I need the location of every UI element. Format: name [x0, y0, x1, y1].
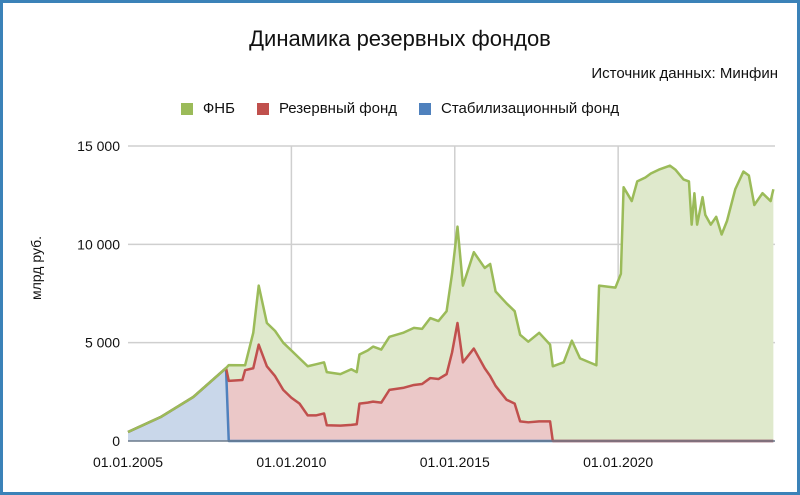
area-0: [128, 368, 774, 441]
legend-item-fnb: ФНБ: [180, 100, 235, 117]
y-tick-label: 5 000: [85, 335, 120, 351]
legend-item-reserve: Резервный фонд: [256, 100, 398, 117]
legend-label: ФНБ: [202, 100, 235, 117]
area-2: [128, 165, 774, 441]
legend-swatch-reserve: [256, 102, 269, 115]
legend-swatch-stab: [419, 102, 432, 115]
chart-source: Источник данных: Минфин: [591, 65, 778, 82]
x-tick-label: 01.01.2015: [420, 454, 490, 470]
legend-label: Резервный фонд: [278, 100, 398, 117]
legend-swatch-fnb: [180, 102, 193, 115]
x-tick-label: 01.01.2020: [583, 454, 653, 470]
y-tick-label: 0: [112, 433, 120, 449]
area-1: [128, 323, 774, 441]
y-tick-label: 10 000: [77, 236, 120, 252]
series-line-2: [127, 164, 775, 434]
legend-item-stab: Стабилизационный фонд: [419, 100, 619, 117]
legend-label: Стабилизационный фонд: [441, 100, 620, 117]
y-tick-label: 15 000: [77, 138, 120, 154]
x-tick-label: 01.01.2005: [93, 454, 163, 470]
chart-title: Динамика резервных фондов: [249, 26, 551, 51]
legend: ФНБ Резервный фонд Стабилизационный фонд: [0, 100, 800, 117]
x-tick-label: 01.01.2010: [256, 454, 326, 470]
